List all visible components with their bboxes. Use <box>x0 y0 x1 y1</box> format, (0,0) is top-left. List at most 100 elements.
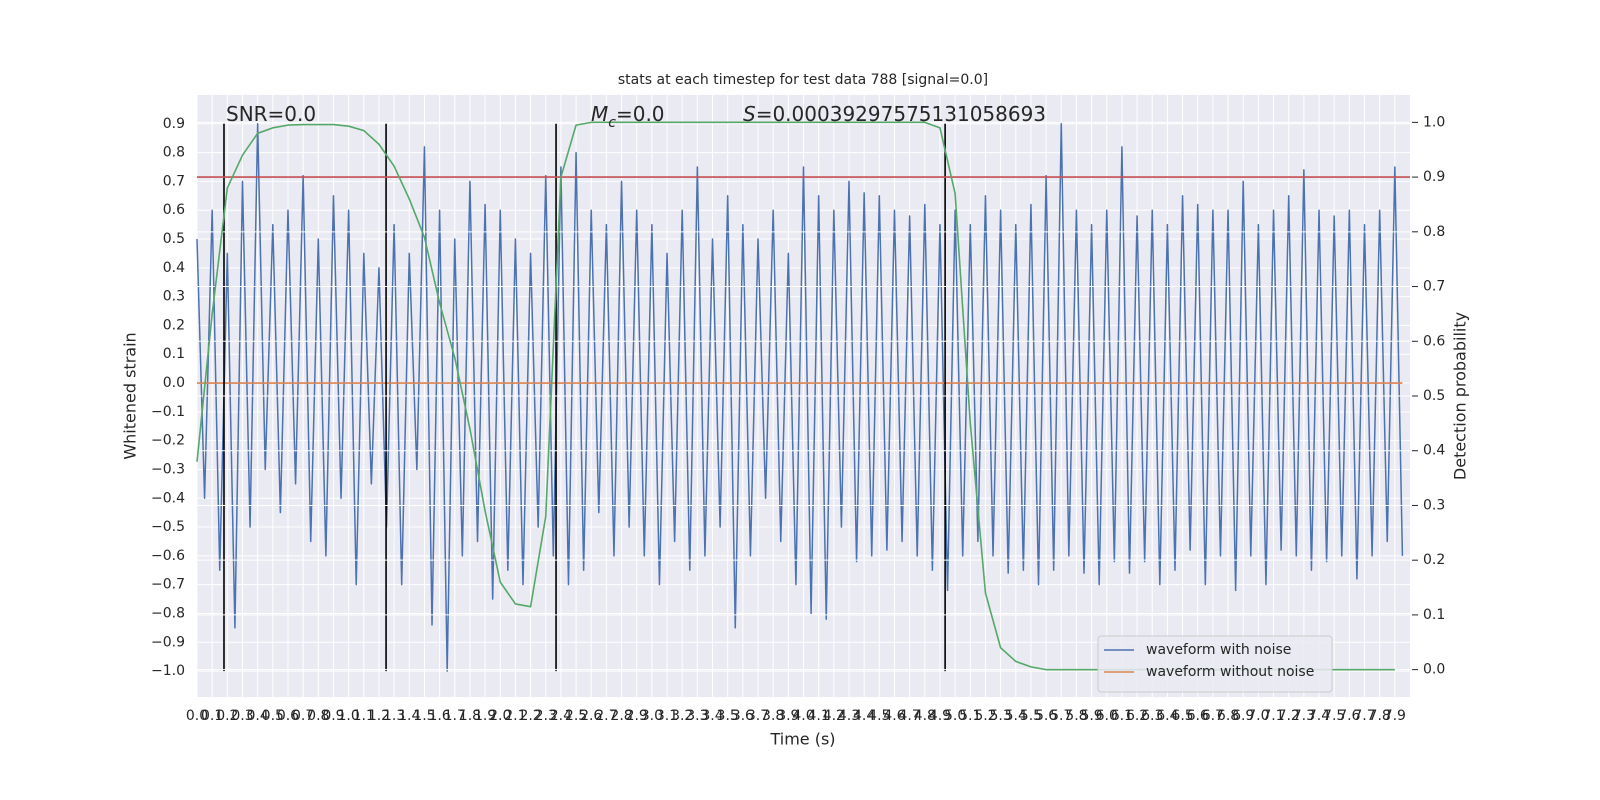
y-tick-label: −0.7 <box>151 577 185 593</box>
y2-tick-label: 0.9 <box>1423 169 1445 185</box>
x-tick-label: 1.2 <box>368 708 390 724</box>
y-tick-label: 0.1 <box>163 346 185 362</box>
x-tick-label: 3.6 <box>732 708 754 724</box>
x-tick-label: 1.0 <box>337 708 359 724</box>
x-axis-label: Time (s) <box>769 730 835 749</box>
y-tick-label: −0.2 <box>151 433 185 449</box>
x-tick-label: 4.9 <box>929 708 951 724</box>
x-tick-label: 3.3 <box>686 708 708 724</box>
x-tick-label: 7.3 <box>1293 708 1315 724</box>
y-tick-label: 0.7 <box>163 173 185 189</box>
x-tick-label: 6.2 <box>1126 708 1148 724</box>
y-tick-label: 0.0 <box>163 375 185 391</box>
x-tick-label: 7.2 <box>1278 708 1300 724</box>
x-tick-label: 5.7 <box>1050 708 1072 724</box>
y2-tick-label: 0.8 <box>1423 224 1445 240</box>
x-tick-label: 0.4 <box>247 708 269 724</box>
x-tick-label: 6.8 <box>1217 708 1239 724</box>
x-tick-label: 2.8 <box>610 708 632 724</box>
y2-tick-label: 0.1 <box>1423 607 1445 623</box>
x-tick-label: 7.5 <box>1323 708 1345 724</box>
annotation-part: S <box>743 102 756 126</box>
x-tick-label: 2.5 <box>565 708 587 724</box>
annotation-part: =0.00039297575131058693 <box>756 102 1046 126</box>
x-tick-label: 3.1 <box>656 708 678 724</box>
y2-tick-label: 0.3 <box>1423 497 1445 513</box>
y-tick-label: −0.9 <box>151 634 185 650</box>
chart-title: stats at each timestep for test data 788… <box>618 72 988 88</box>
annotation-part: M <box>591 102 608 126</box>
y-tick-label: −0.3 <box>151 461 185 477</box>
legend-box <box>1097 635 1333 693</box>
x-tick-label: 0.7 <box>292 708 314 724</box>
x-tick-label: 7.4 <box>1308 708 1330 724</box>
y-tick-label: −0.6 <box>151 548 185 564</box>
x-tick-label: 4.6 <box>883 708 905 724</box>
x-tick-label: 4.5 <box>868 708 890 724</box>
x-tick-label: 2.7 <box>595 708 617 724</box>
x-tick-label: 3.5 <box>717 708 739 724</box>
x-tick-label: 1.3 <box>383 708 405 724</box>
y-tick-label: 0.5 <box>163 231 185 247</box>
x-tick-label: 4.7 <box>899 708 921 724</box>
annotation-part: =0.0 <box>616 102 665 126</box>
x-tick-label: 6.5 <box>1171 708 1193 724</box>
x-tick-label: 3.4 <box>701 708 723 724</box>
y2-tick-label: 1.0 <box>1423 114 1445 130</box>
x-tick-label: 4.1 <box>808 708 830 724</box>
x-tick-label: 7.7 <box>1353 708 1375 724</box>
x-tick-label: 2.1 <box>504 708 526 724</box>
x-tick-label: 0.8 <box>307 708 329 724</box>
y-tick-label: −0.8 <box>151 605 185 621</box>
x-tick-label: 0.2 <box>216 708 238 724</box>
y-tick-label: −0.4 <box>151 490 185 506</box>
x-tick-label: 5.5 <box>1020 708 1042 724</box>
y2-tick-label: 0.4 <box>1423 443 1445 459</box>
x-tick-label: 1.8 <box>459 708 481 724</box>
x-tick-label: 5.9 <box>1080 708 1102 724</box>
x-tick-label: 2.4 <box>550 708 572 724</box>
annotation-part: c <box>608 115 616 131</box>
y2-tick-label: 0.0 <box>1423 662 1445 678</box>
x-tick-label: 7.0 <box>1247 708 1269 724</box>
y-tick-label: −1.0 <box>151 663 185 679</box>
y2-tick-label: 0.6 <box>1423 333 1445 349</box>
x-tick-label: 7.9 <box>1384 708 1406 724</box>
x-tick-label: 7.6 <box>1338 708 1360 724</box>
legend-label: waveform with noise <box>1146 642 1291 658</box>
annotation: S=0.00039297575131058693 <box>743 102 1046 126</box>
x-tick-label: 1.5 <box>413 708 435 724</box>
x-tick-label: 5.3 <box>989 708 1011 724</box>
y-tick-label: 0.3 <box>163 289 185 305</box>
y-tick-label: 0.4 <box>163 260 185 276</box>
x-tick-label: 1.7 <box>444 708 466 724</box>
y2-tick-label: 0.7 <box>1423 279 1445 295</box>
x-tick-label: 6.0 <box>1096 708 1118 724</box>
x-tick-label: 1.4 <box>398 708 420 724</box>
x-tick-label: 6.7 <box>1202 708 1224 724</box>
annotation-part: SNR=0.0 <box>226 102 316 126</box>
x-tick-label: 0.0 <box>186 708 208 724</box>
series-line <box>196 123 1404 672</box>
x-tick-label: 6.6 <box>1187 708 1209 724</box>
x-tick-label: 0.9 <box>322 708 344 724</box>
x-tick-label: 3.9 <box>777 708 799 724</box>
annotation: Mc=0.0 <box>591 102 665 132</box>
x-tick-label: 0.3 <box>231 708 253 724</box>
x-tick-label: 5.0 <box>944 708 966 724</box>
x-tick-label: 3.0 <box>641 708 663 724</box>
legend-label: waveform without noise <box>1146 664 1314 680</box>
x-tick-label: 4.3 <box>838 708 860 724</box>
x-tick-label: 7.8 <box>1369 708 1391 724</box>
x-tick-label: 0.5 <box>262 708 284 724</box>
y-tick-label: 0.9 <box>163 116 185 132</box>
x-tick-label: 0.1 <box>201 708 223 724</box>
x-tick-label: 2.9 <box>626 708 648 724</box>
x-tick-label: 5.1 <box>959 708 981 724</box>
x-tick-label: 6.4 <box>1156 708 1178 724</box>
x-tick-label: 1.1 <box>353 708 375 724</box>
y-tick-label: −0.5 <box>151 519 185 535</box>
x-tick-label: 4.2 <box>823 708 845 724</box>
x-tick-label: 2.2 <box>519 708 541 724</box>
y-tick-label: 0.6 <box>163 202 185 218</box>
